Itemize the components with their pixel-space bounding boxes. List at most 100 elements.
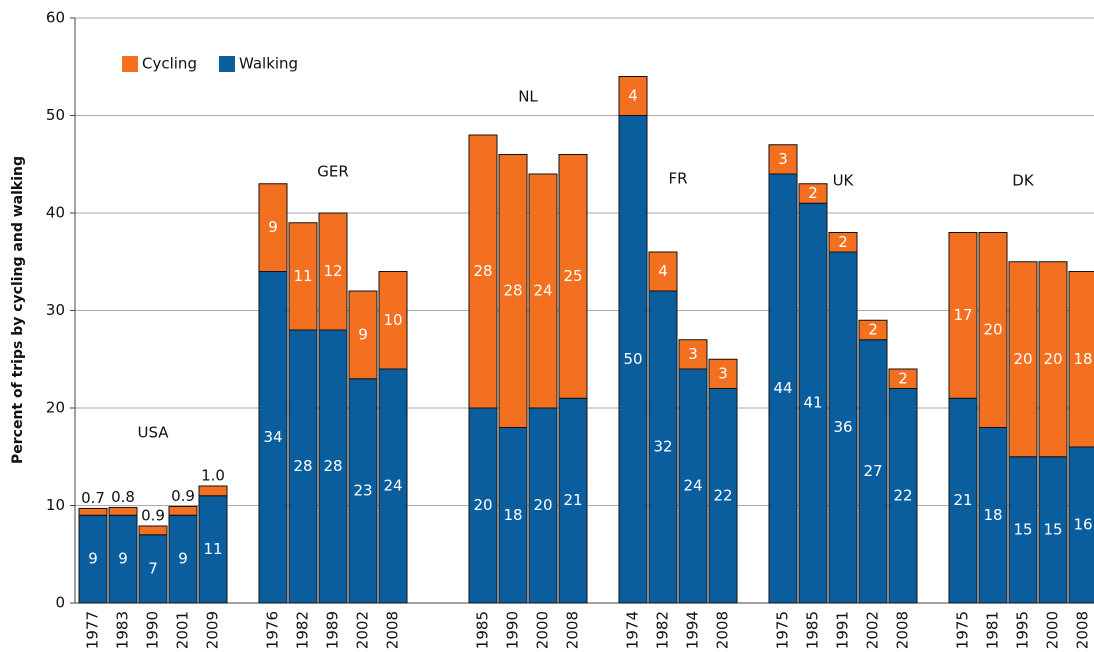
bar-segment	[288, 329, 318, 604]
value-label: 18	[1073, 350, 1092, 368]
y-tick-label: 0	[55, 594, 65, 612]
bar-segment	[168, 514, 198, 604]
value-label: 0.9	[171, 487, 195, 505]
x-tick-label: 2000	[534, 611, 552, 649]
bar-segment	[318, 212, 348, 331]
bar-segment	[138, 525, 168, 536]
x-tick-label: 2008	[714, 611, 732, 649]
legend-label: Cycling	[142, 55, 197, 73]
x-tick-label: 1975	[954, 611, 972, 649]
value-label: 27	[863, 462, 882, 480]
bar-segment	[468, 134, 498, 409]
group-label: UK	[833, 172, 855, 190]
value-label: 0.8	[111, 488, 135, 506]
value-label: 28	[503, 282, 522, 300]
value-label: 18	[503, 506, 522, 524]
value-label: 3	[718, 364, 728, 382]
value-label: 36	[833, 418, 852, 436]
bar-segment	[108, 514, 138, 604]
legend-label: Walking	[239, 55, 298, 73]
value-label: 20	[983, 321, 1002, 339]
x-tick-label: 1995	[1014, 611, 1032, 649]
bar-segment	[768, 173, 798, 604]
group-label: DK	[1012, 172, 1035, 190]
x-tick-label: 1991	[834, 611, 852, 649]
value-label: 22	[893, 486, 912, 504]
value-label: 21	[563, 491, 582, 509]
bar-segment	[978, 232, 1008, 428]
x-tick-label: 1994	[684, 611, 702, 649]
bar-segment	[618, 76, 648, 116]
value-label: 0.9	[141, 506, 165, 524]
bar-segment	[258, 271, 288, 604]
value-label: 9	[268, 218, 278, 236]
bar-segment	[318, 329, 348, 604]
bar-segment	[348, 378, 378, 604]
x-tick-label: 1983	[114, 611, 132, 649]
x-tick-label: 2008	[564, 611, 582, 649]
bar-segment	[678, 339, 708, 370]
bar-segment	[978, 427, 1008, 604]
bar-segment	[1038, 456, 1068, 604]
bar-segment	[78, 514, 108, 604]
value-label: 20	[1013, 350, 1032, 368]
bar-segment	[648, 251, 678, 292]
bar-segment	[558, 154, 588, 399]
value-label: 1.0	[201, 467, 225, 485]
bar-segment	[948, 232, 978, 399]
bar-segment	[948, 397, 978, 604]
bar-segment	[138, 534, 168, 604]
value-label: 24	[683, 477, 702, 495]
value-label: 10	[383, 311, 402, 329]
y-tick-label: 50	[46, 106, 65, 124]
x-tick-label: 2000	[1044, 611, 1062, 649]
value-label: 0.7	[81, 489, 105, 507]
value-label: 28	[293, 457, 312, 475]
legend-swatch	[122, 56, 138, 72]
bar-segment	[768, 144, 798, 175]
x-tick-label: 1989	[324, 611, 342, 649]
value-label: 28	[473, 262, 492, 280]
bar-segment	[1008, 456, 1038, 604]
value-label: 23	[353, 481, 372, 499]
bar-segment	[378, 271, 408, 370]
x-tick-label: 1982	[294, 611, 312, 649]
bar-segment	[1038, 261, 1068, 458]
bar-segment	[198, 485, 228, 497]
bar-segment	[708, 388, 738, 604]
bar-segment	[678, 368, 708, 604]
x-tick-label: 2008	[894, 611, 912, 649]
value-label: 9	[118, 550, 128, 568]
y-tick-label: 10	[46, 496, 65, 514]
group-label: GER	[317, 163, 349, 181]
value-label: 20	[533, 496, 552, 514]
value-label: 4	[658, 262, 668, 280]
x-tick-label: 1982	[654, 611, 672, 649]
x-tick-label: 1990	[144, 611, 162, 649]
value-label: 12	[323, 262, 342, 280]
value-label: 4	[628, 87, 638, 105]
x-tick-label: 2008	[384, 611, 402, 649]
legend-swatch	[218, 56, 235, 72]
value-label: 16	[1073, 516, 1092, 534]
x-tick-label: 1975	[774, 611, 792, 649]
y-tick-label: 20	[46, 399, 65, 417]
bar-segment	[828, 232, 858, 253]
y-tick-label: 60	[46, 9, 65, 27]
bar-segment	[378, 368, 408, 604]
bar-segment	[168, 505, 198, 516]
value-label: 2	[808, 184, 818, 202]
value-label: 3	[778, 150, 788, 168]
group-label: NL	[518, 88, 538, 106]
value-label: 25	[563, 267, 582, 285]
value-label: 20	[1043, 350, 1062, 368]
value-label: 28	[323, 457, 342, 475]
value-label: 32	[653, 438, 672, 456]
bar-segment	[1008, 261, 1038, 458]
value-label: 7	[148, 559, 158, 577]
value-label: 11	[293, 267, 312, 285]
bar-segment	[108, 506, 138, 516]
value-label: 15	[1043, 520, 1062, 538]
value-label: 9	[178, 550, 188, 568]
